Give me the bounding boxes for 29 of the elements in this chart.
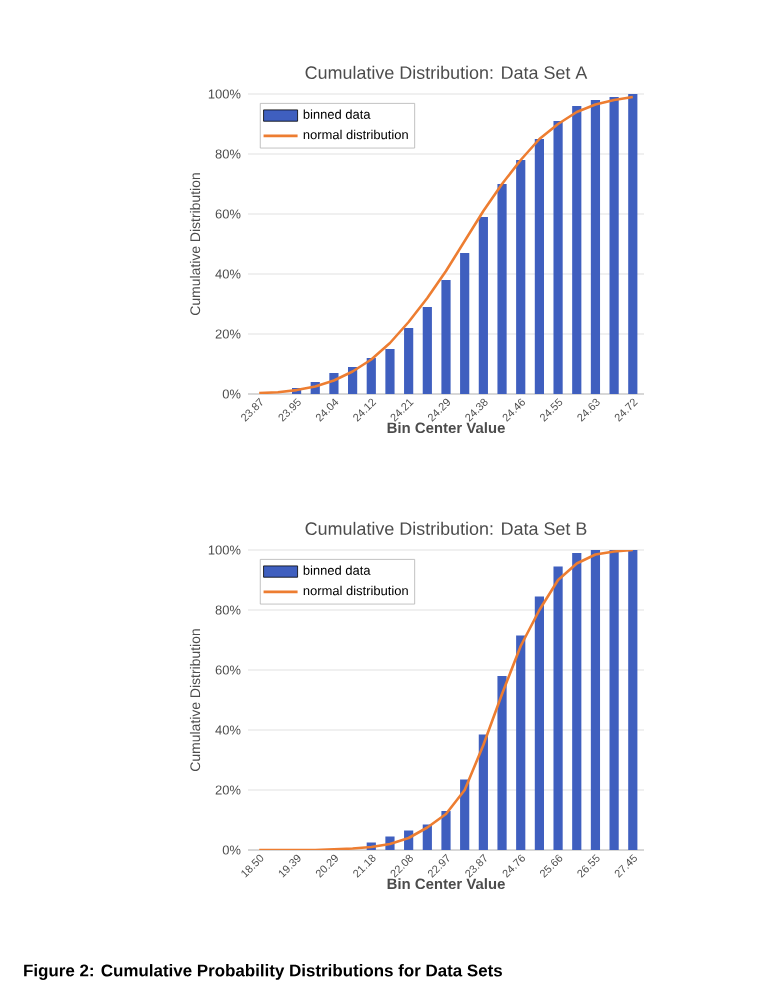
bar xyxy=(553,120,563,394)
bar xyxy=(366,357,376,394)
bar xyxy=(572,105,582,394)
bar xyxy=(534,596,544,850)
bar xyxy=(516,635,526,850)
bar xyxy=(441,811,451,850)
bar xyxy=(385,348,395,394)
bar xyxy=(478,734,488,850)
bar xyxy=(422,306,432,394)
caption: Figure 2: Cumulative Probability Distributions for Data Sets xyxy=(24,964,502,980)
bar xyxy=(404,327,414,394)
bar xyxy=(572,553,582,850)
bar xyxy=(460,252,470,394)
bar xyxy=(590,550,601,850)
bar xyxy=(478,216,488,394)
bar xyxy=(590,99,601,394)
bar xyxy=(497,183,507,394)
chart-title: Cumulative Distribution: Data Set B xyxy=(305,521,587,536)
bar xyxy=(516,159,526,394)
chart-title: Cumulative Distribution: Data Set A xyxy=(305,65,588,80)
bar xyxy=(553,566,563,850)
bar xyxy=(628,550,638,850)
bar xyxy=(534,138,544,394)
bar xyxy=(609,96,619,394)
bar xyxy=(441,279,451,394)
bar xyxy=(460,779,470,850)
bar xyxy=(628,93,638,394)
bar xyxy=(609,550,619,850)
bar xyxy=(497,676,507,850)
